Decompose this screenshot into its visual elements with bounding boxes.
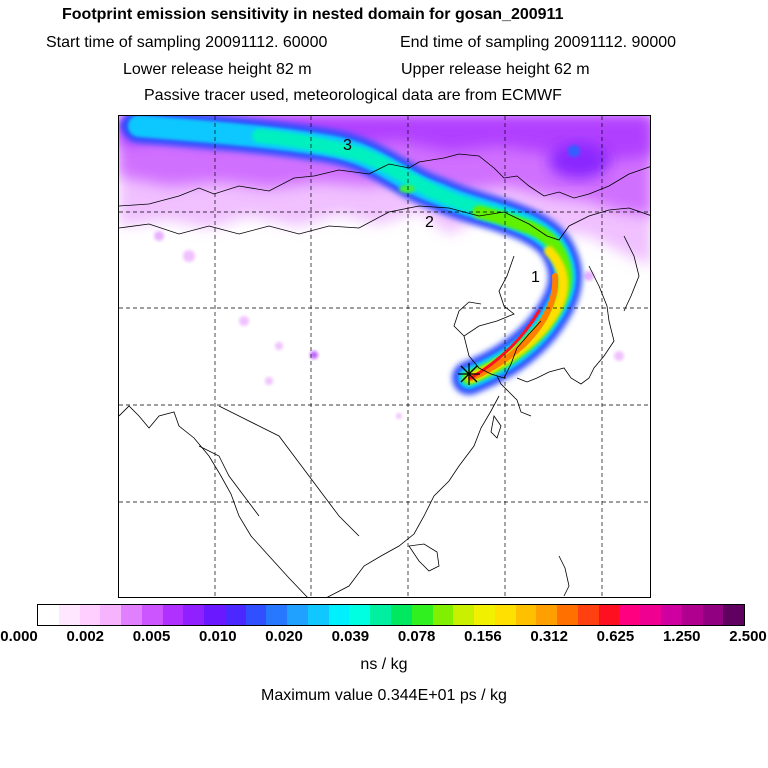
- upper-height-label: Upper release height 62 m: [401, 61, 590, 78]
- colorbar-swatch: [79, 605, 101, 625]
- colorbar-tick-label: 0.020: [265, 628, 303, 645]
- tracer-info-label: Passive tracer used, meteorological data…: [144, 87, 562, 104]
- colorbar-tick-label: 0.156: [464, 628, 502, 645]
- colorbar: [37, 604, 745, 626]
- colorbar-swatch: [245, 605, 267, 625]
- colorbar-swatch: [224, 605, 246, 625]
- colorbar-swatch: [141, 605, 163, 625]
- colorbar-swatch: [391, 605, 412, 625]
- plume: [122, 116, 583, 395]
- colorbar-swatch: [38, 605, 59, 625]
- lower-height-label: Lower release height 82 m: [123, 61, 312, 78]
- start-time-label: Start time of sampling 20091112. 60000: [46, 34, 328, 51]
- colorbar-swatch: [515, 605, 537, 625]
- colorbar-swatch: [370, 605, 392, 625]
- colorbar-swatch: [494, 605, 516, 625]
- end-time-label: End time of sampling 20091112. 90000: [400, 34, 677, 51]
- colorbar-tick-label: 0.000: [0, 628, 38, 645]
- day-label-3: 3: [343, 137, 352, 154]
- footprint-map: 3 2 1: [118, 115, 651, 598]
- colorbar-tick-label: 0.078: [397, 628, 436, 645]
- colorbar-swatch: [432, 605, 454, 625]
- max-value-label: Maximum value 0.344E+01 ps / kg: [261, 687, 507, 704]
- colorbar-swatch: [660, 605, 682, 625]
- colorbar-swatch: [598, 605, 620, 625]
- colorbar-swatch: [536, 605, 558, 625]
- colorbar-swatch: [702, 605, 724, 625]
- colorbar-swatch: [619, 605, 641, 625]
- colorbar-tick-label: 0.005: [132, 628, 171, 645]
- colorbar-swatch: [58, 605, 80, 625]
- colorbar-swatch: [121, 605, 142, 625]
- day-label-1: 1: [531, 269, 540, 286]
- colorbar-tick-label: 1.250: [662, 628, 701, 645]
- colorbar-swatch: [640, 605, 661, 625]
- colorbar-swatch: [266, 605, 288, 625]
- colorbar-tick-label: 0.625: [596, 628, 635, 645]
- colorbar-swatch: [162, 605, 184, 625]
- release-point-marker: [458, 363, 480, 385]
- colorbar-swatch: [681, 605, 703, 625]
- colorbar-tick-label: 0.010: [199, 628, 237, 645]
- colorbar-swatch: [577, 605, 599, 625]
- colorbar-swatch: [328, 605, 350, 625]
- colorbar-swatch: [453, 605, 475, 625]
- colorbar-unit: ns / kg: [360, 656, 408, 673]
- colorbar-swatch: [349, 605, 371, 625]
- colorbar-tick-label: 0.312: [530, 628, 568, 645]
- graticule: [119, 116, 650, 597]
- colorbar-swatch: [204, 605, 225, 625]
- plot-title: Footprint emission sensitivity in nested…: [62, 6, 564, 23]
- colorbar-tick-label: 0.039: [331, 628, 370, 645]
- colorbar-swatch: [411, 605, 433, 625]
- colorbar-tick-label: 0.002: [66, 628, 105, 645]
- colorbar-swatch: [474, 605, 495, 625]
- colorbar-swatch: [183, 605, 205, 625]
- coastlines: [119, 153, 650, 597]
- day-label-2: 2: [425, 214, 434, 231]
- colorbar-swatch: [287, 605, 308, 625]
- colorbar-swatch: [557, 605, 578, 625]
- colorbar-swatch: [723, 605, 745, 625]
- map-canvas: 3 2 1: [119, 116, 650, 597]
- colorbar-swatch: [100, 605, 122, 625]
- colorbar-tick-label: 2.500: [729, 628, 767, 645]
- colorbar-swatch: [307, 605, 329, 625]
